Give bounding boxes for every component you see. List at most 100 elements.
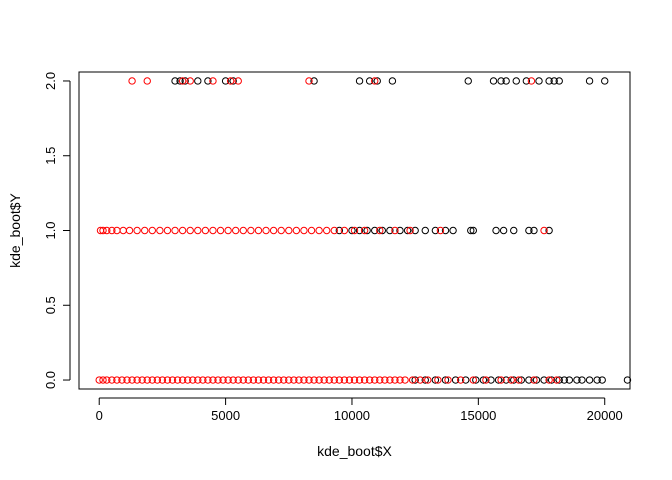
data-point [487, 376, 495, 384]
data-point [219, 376, 227, 384]
data-point [522, 77, 531, 85]
data-point [259, 376, 268, 384]
data-point [247, 226, 255, 235]
data-point [148, 376, 156, 384]
data-point [254, 226, 263, 235]
data-point [365, 376, 374, 384]
data-point [133, 226, 141, 235]
data-point [285, 376, 293, 384]
data-point [406, 226, 414, 235]
data-point [295, 376, 303, 384]
data-point [194, 77, 202, 85]
data-point [449, 226, 457, 235]
data-point [186, 77, 194, 85]
data-point [467, 226, 475, 235]
data-point [307, 226, 316, 235]
data-point [441, 376, 450, 384]
data-point [254, 376, 263, 384]
data-point [479, 376, 488, 384]
data-point [421, 226, 429, 235]
data-point [376, 226, 384, 235]
data-point [555, 77, 563, 85]
data-point [204, 77, 212, 85]
data-point [431, 376, 440, 384]
data-point [183, 376, 192, 384]
data-point [108, 226, 116, 235]
data-point [209, 226, 217, 235]
data-point [373, 77, 381, 85]
data-point [128, 376, 136, 384]
data-point [232, 226, 240, 235]
data-point [269, 226, 278, 235]
data-point [244, 376, 253, 384]
x-tick-label: 0 [96, 408, 103, 423]
data-point [305, 376, 313, 384]
data-point [229, 77, 237, 85]
y-tick-label: 2.0 [43, 72, 58, 90]
data-point [320, 376, 328, 384]
x-tick-label: 20000 [587, 408, 623, 423]
data-point [555, 376, 563, 384]
data-point [601, 77, 609, 85]
data-point [176, 77, 184, 85]
data-point [189, 376, 197, 384]
data-point [113, 376, 121, 384]
data-point [371, 77, 379, 85]
data-point [300, 376, 308, 384]
x-tick-label: 15000 [460, 408, 496, 423]
data-point [330, 376, 338, 384]
data-point [264, 376, 273, 384]
data-point [99, 376, 107, 384]
data-point [540, 226, 548, 235]
data-point [507, 376, 515, 384]
data-point [598, 376, 606, 384]
data-point [322, 226, 331, 235]
data-point [527, 77, 536, 85]
data-point [201, 226, 210, 235]
data-point [108, 376, 116, 384]
y-tick-label: 1.5 [43, 147, 58, 165]
data-point [204, 376, 212, 384]
data-point [345, 376, 354, 384]
data-point [396, 376, 404, 384]
data-point [178, 77, 187, 85]
data-point [239, 226, 247, 235]
data-point [355, 376, 364, 384]
data-point [497, 376, 505, 384]
data-point [340, 376, 349, 384]
data-point [381, 376, 389, 384]
data-point [350, 226, 359, 235]
data-point [585, 77, 594, 85]
y-tick-label: 0.5 [43, 296, 58, 314]
data-point [510, 226, 518, 235]
data-point [492, 226, 500, 235]
data-point [292, 226, 301, 235]
data-point [444, 376, 452, 384]
data-point [99, 226, 107, 235]
data-point [530, 376, 538, 384]
data-point [416, 376, 424, 384]
data-point [123, 376, 131, 384]
data-point [363, 226, 371, 235]
data-point [335, 376, 344, 384]
data-point [436, 226, 445, 235]
data-point [95, 376, 103, 384]
data-point [178, 226, 187, 235]
data-point [163, 376, 172, 384]
data-point [355, 77, 364, 85]
data-point [199, 376, 207, 384]
data-point [525, 226, 533, 235]
data-point [545, 226, 553, 235]
data-point [277, 226, 285, 235]
data-point [499, 226, 508, 235]
data-point [502, 376, 510, 384]
data-point [472, 376, 480, 384]
data-point [310, 376, 318, 384]
data-point [168, 376, 177, 384]
data-point [209, 77, 217, 85]
data-point [153, 376, 162, 384]
data-point [280, 376, 288, 384]
data-point [421, 376, 429, 384]
data-point [376, 376, 384, 384]
data-point [386, 376, 394, 384]
